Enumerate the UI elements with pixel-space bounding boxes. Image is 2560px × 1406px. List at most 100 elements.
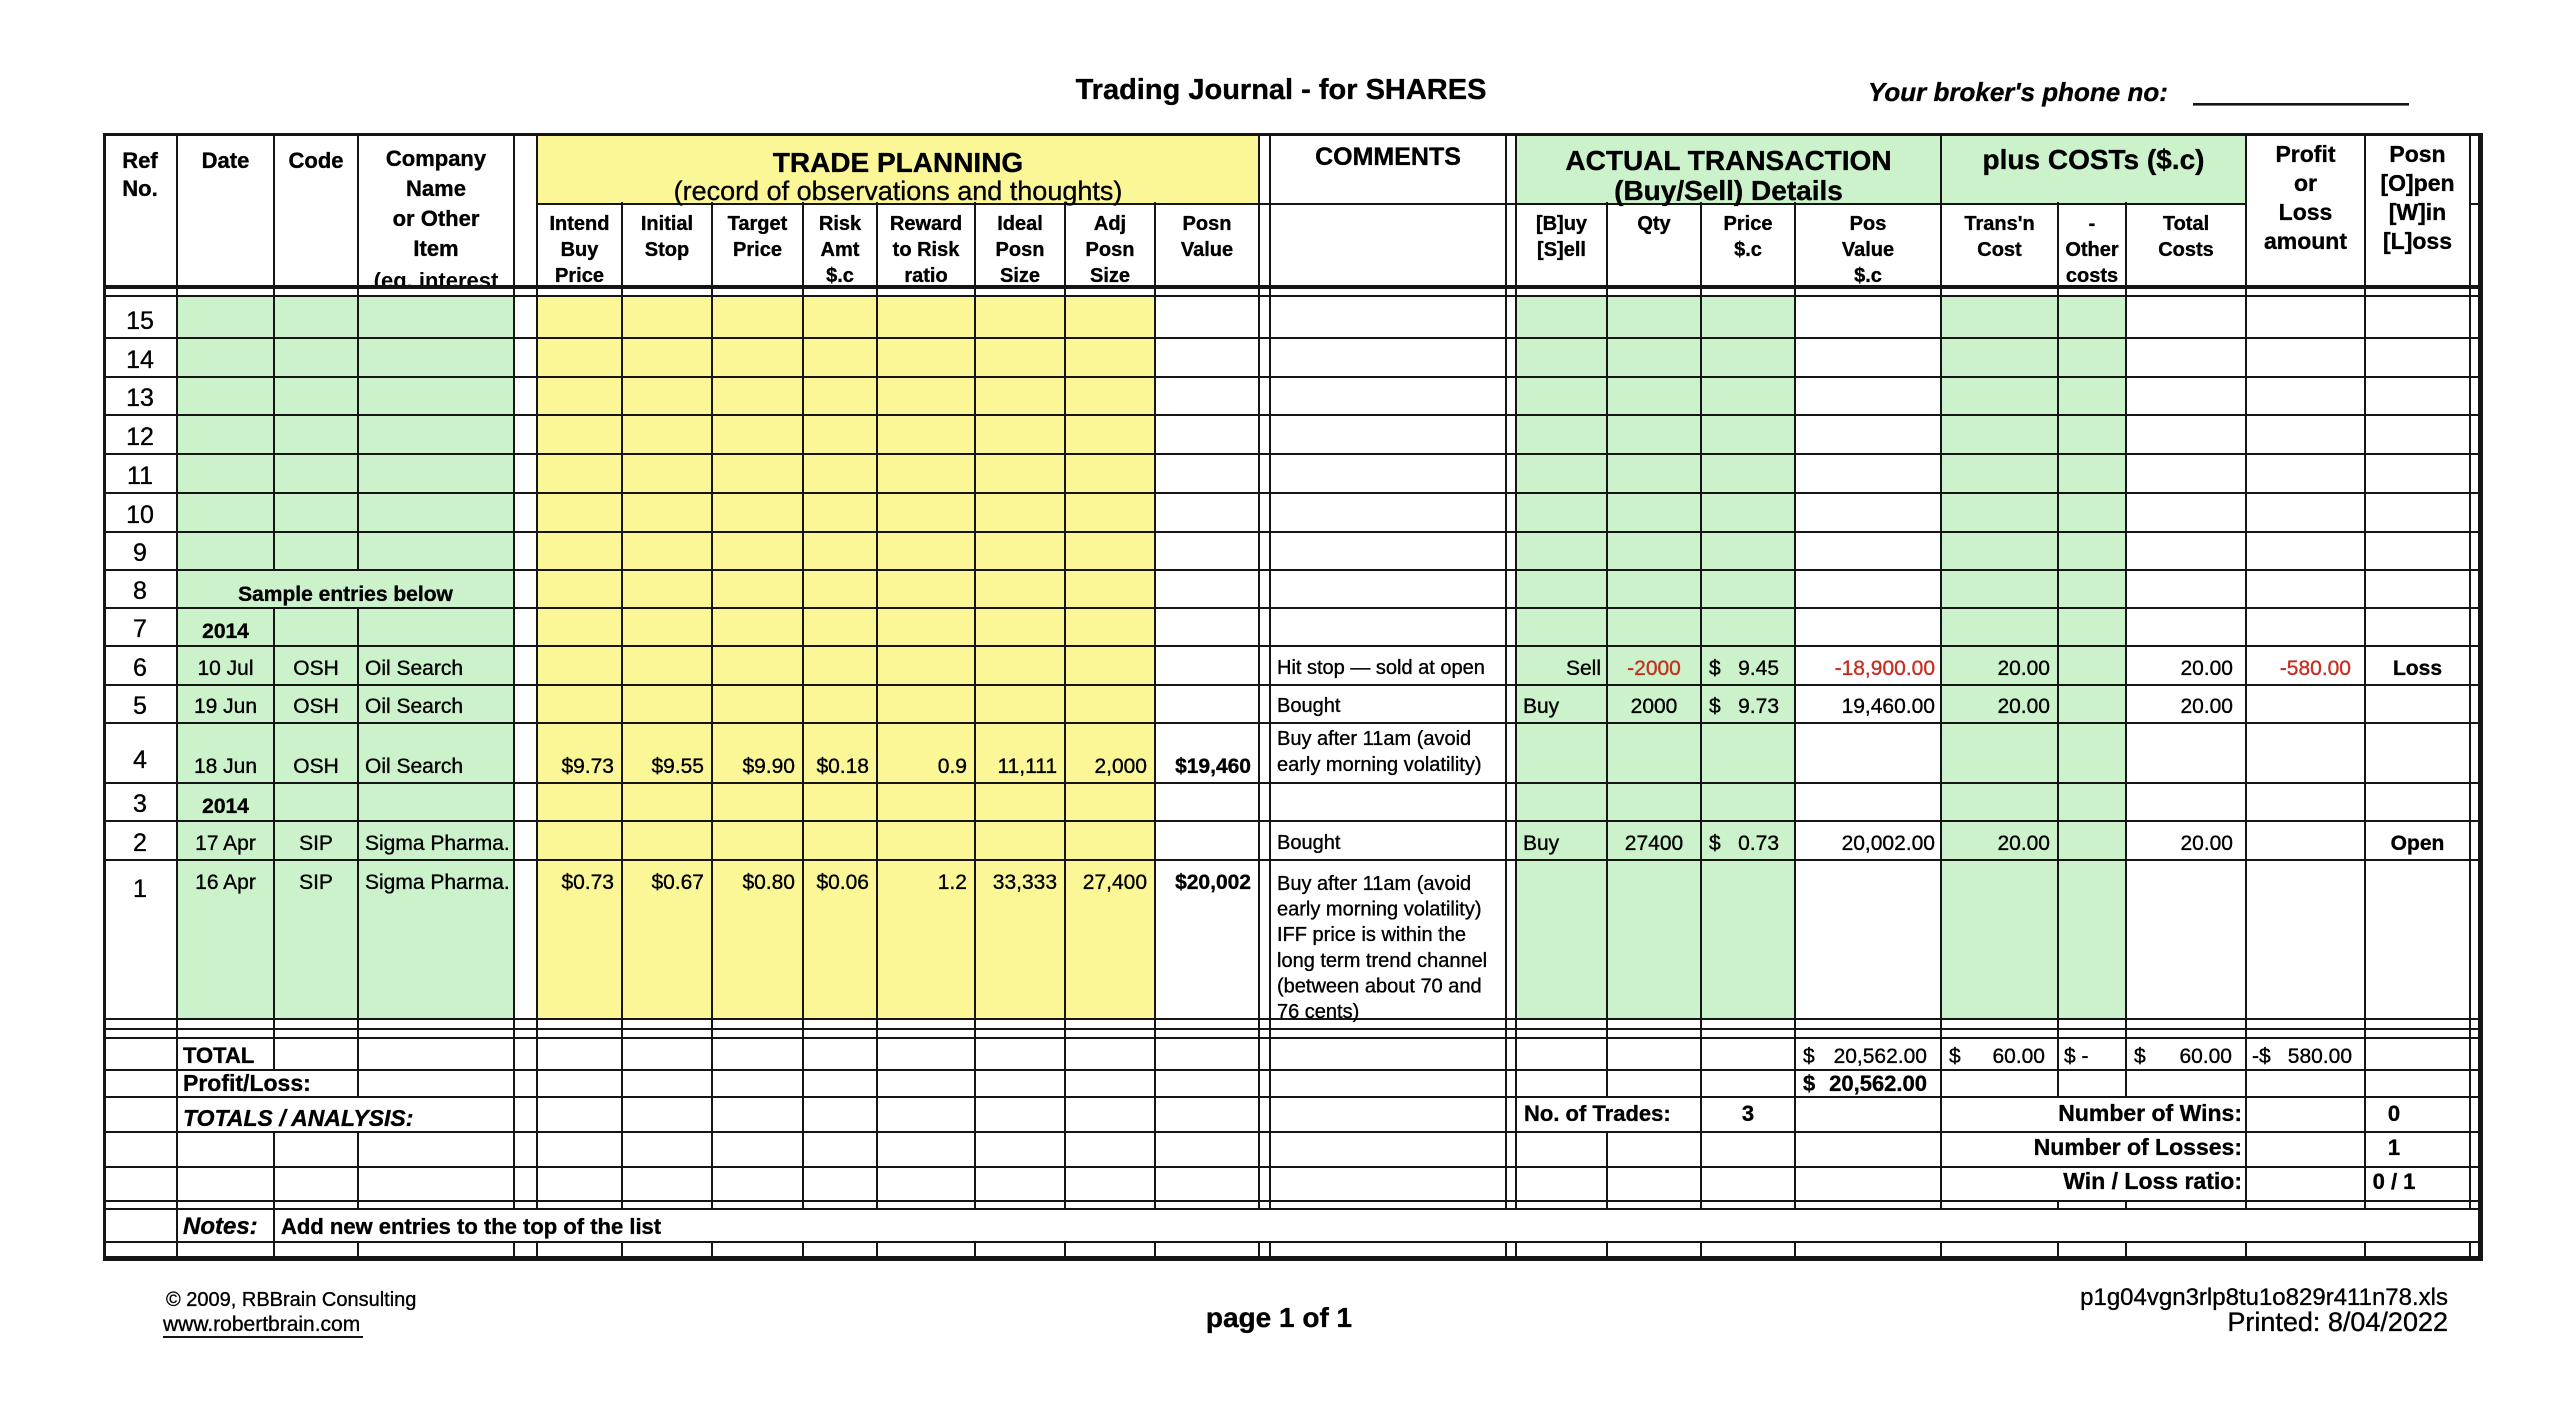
svg-text:Sell: Sell (1566, 657, 1601, 680)
svg-text:17 Apr: 17 Apr (195, 832, 256, 855)
svg-text:Reward: Reward (890, 213, 962, 235)
svg-text:-2000: -2000 (1627, 657, 1681, 680)
svg-text:Company: Company (386, 146, 487, 171)
svg-text:Ideal: Ideal (997, 213, 1043, 235)
svg-text:[O]pen: [O]pen (2380, 170, 2454, 196)
svg-text:SIP: SIP (299, 832, 333, 855)
svg-text:2: 2 (133, 829, 147, 857)
svg-text:$20,002: $20,002 (1175, 871, 1251, 894)
svg-text:Buy: Buy (1523, 832, 1560, 855)
svg-text:580.00: 580.00 (2288, 1045, 2352, 1068)
svg-text:Open: Open (2391, 832, 2445, 855)
svg-text:Stop: Stop (645, 239, 689, 261)
svg-text:$.c: $.c (826, 265, 854, 287)
svg-text:Oil Search: Oil Search (365, 695, 463, 718)
svg-text:Costs: Costs (2158, 239, 2214, 261)
svg-text:Value: Value (1181, 239, 1233, 261)
svg-text:$ -: $ - (2064, 1045, 2089, 1068)
svg-text:60.00: 60.00 (2179, 1045, 2232, 1068)
svg-text:Posn: Posn (996, 239, 1045, 261)
svg-text:20.00: 20.00 (1997, 657, 2050, 680)
svg-text:1: 1 (2388, 1135, 2400, 1160)
svg-text:Price: Price (555, 265, 604, 287)
svg-text:60.00: 60.00 (1992, 1045, 2045, 1068)
svg-text:plus COSTs ($.c): plus COSTs ($.c) (1983, 144, 2205, 175)
svg-text:$: $ (1709, 657, 1721, 680)
svg-text:13: 13 (126, 384, 154, 412)
svg-text:Risk: Risk (819, 213, 862, 235)
svg-text:33,333: 33,333 (993, 871, 1057, 894)
svg-text:[W]in: [W]in (2389, 199, 2446, 225)
svg-text:Buy: Buy (1523, 695, 1560, 718)
svg-text:0.73: 0.73 (1738, 832, 1779, 855)
svg-text:www.robertbrain.com: www.robertbrain.com (162, 1313, 360, 1336)
svg-text:2014: 2014 (202, 620, 249, 643)
svg-text:Loss: Loss (2279, 199, 2333, 225)
svg-text:[S]ell: [S]ell (1537, 239, 1586, 261)
svg-text:20,562.00: 20,562.00 (1829, 1071, 1927, 1096)
svg-text:Size: Size (1090, 265, 1130, 287)
svg-text:2014: 2014 (202, 795, 249, 818)
svg-text:11,111: 11,111 (997, 755, 1057, 778)
svg-text:$0.80: $0.80 (742, 871, 795, 894)
svg-text:[B]uy: [B]uy (1536, 213, 1588, 235)
svg-text:Your broker's phone no:: Your broker's phone no: (1868, 77, 2168, 107)
svg-text:or: or (2294, 170, 2317, 196)
svg-text:Bought: Bought (1277, 695, 1341, 717)
svg-text:2,000: 2,000 (1094, 755, 1147, 778)
svg-text:Posn: Posn (1086, 239, 1135, 261)
svg-text:0.9: 0.9 (938, 755, 967, 778)
svg-text:8: 8 (133, 577, 147, 605)
svg-text:Amt: Amt (821, 239, 860, 261)
svg-text:Win / Loss ratio:: Win / Loss ratio: (2063, 1168, 2242, 1194)
svg-text:Loss: Loss (2393, 657, 2442, 680)
svg-text:1: 1 (133, 875, 147, 903)
svg-text:14: 14 (126, 346, 154, 374)
svg-text:$.c: $.c (1854, 265, 1882, 287)
svg-text:Notes:: Notes: (183, 1213, 258, 1240)
svg-text:No. of Trades:: No. of Trades: (1524, 1101, 1671, 1126)
svg-text:Hit stop — sold at open: Hit stop — sold at open (1277, 657, 1485, 679)
svg-text:20.00: 20.00 (1997, 832, 2050, 855)
svg-text:11: 11 (127, 462, 153, 490)
svg-text:Posn: Posn (2389, 141, 2445, 167)
svg-text:Date: Date (202, 148, 250, 173)
svg-text:$.c: $.c (1734, 239, 1762, 261)
svg-text:[L]oss: [L]oss (2383, 228, 2452, 254)
svg-text:7: 7 (133, 615, 147, 643)
svg-text:12: 12 (126, 423, 154, 451)
svg-text:$: $ (2134, 1045, 2146, 1068)
svg-text:$: $ (1709, 832, 1721, 855)
svg-text:$: $ (1949, 1045, 1961, 1068)
svg-text:TOTALS / ANALYSIS:: TOTALS / ANALYSIS: (183, 1105, 413, 1131)
svg-text:Sigma Pharma.: Sigma Pharma. (365, 871, 510, 894)
svg-text:Buy after 11am (avoid: Buy after 11am (avoid (1277, 728, 1471, 750)
svg-text:early morning volatility): early morning volatility) (1277, 899, 1482, 921)
svg-text:9: 9 (133, 539, 147, 567)
svg-text:(between about 70 and: (between about 70 and (1277, 975, 1482, 997)
svg-text:4: 4 (133, 746, 147, 774)
svg-text:-18,900.00: -18,900.00 (1835, 657, 1935, 680)
svg-text:19,460.00: 19,460.00 (1842, 695, 1935, 718)
svg-text:SIP: SIP (299, 871, 333, 894)
svg-text:$0.18: $0.18 (816, 755, 869, 778)
svg-text:$: $ (1709, 695, 1721, 718)
svg-text:20,002.00: 20,002.00 (1842, 832, 1935, 855)
svg-text:2000: 2000 (1631, 695, 1678, 718)
svg-text:20.00: 20.00 (2180, 695, 2233, 718)
svg-text:© 2009, RBBrain Consulting: © 2009, RBBrain Consulting (166, 1289, 416, 1311)
svg-text:0 / 1: 0 / 1 (2373, 1169, 2416, 1194)
svg-text:Trading Journal - for SHARES: Trading Journal - for SHARES (1076, 74, 1487, 106)
svg-text:to Risk: to Risk (893, 239, 961, 261)
svg-text:(Buy/Sell) Details: (Buy/Sell) Details (1614, 175, 1843, 206)
svg-text:6: 6 (133, 654, 147, 682)
svg-text:-$: -$ (2252, 1045, 2271, 1068)
svg-text:early morning volatility): early morning volatility) (1277, 754, 1482, 776)
svg-text:Profit/Loss:: Profit/Loss: (183, 1070, 311, 1096)
svg-text:9.45: 9.45 (1738, 657, 1779, 680)
svg-text:Buy after 11am (avoid: Buy after 11am (avoid (1277, 873, 1471, 895)
svg-text:long term trend channel: long term trend channel (1277, 950, 1487, 972)
svg-text:Adj: Adj (1094, 213, 1126, 235)
svg-text:9.73: 9.73 (1738, 695, 1779, 718)
svg-text:$9.90: $9.90 (742, 755, 795, 778)
